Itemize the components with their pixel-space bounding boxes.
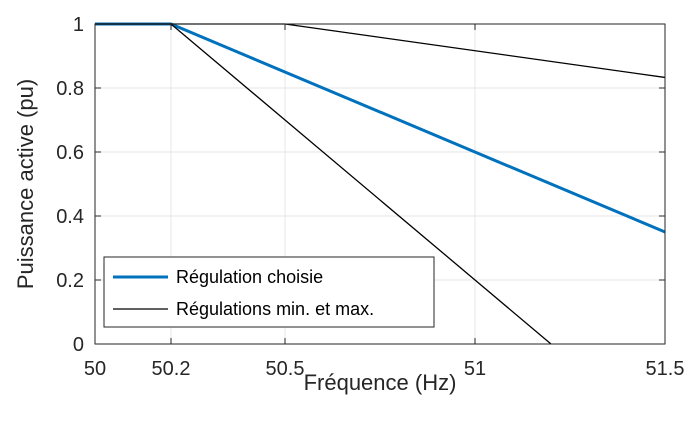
legend-label-chosen: Régulation choisie [176,267,323,287]
y-tick-label-3: 0.6 [56,142,84,164]
y-tick-label-4: 0.8 [56,78,84,100]
x-tick-label-4: 51.5 [646,358,685,380]
plot-frame [94,23,666,345]
legend-box [103,256,435,328]
y-axis: 0 0.2 0.4 0.6 0.8 1 [56,14,665,356]
x-tick-label-3: 51 [464,358,486,380]
legend: Régulation choisie Régulations min. et m… [103,256,435,328]
x-tick-label-1: 50.2 [152,358,191,380]
y-axis-label: Puissance active (pu) [13,79,38,289]
y-tick-label-5: 1 [73,14,84,36]
y-tick-label-2: 0.4 [56,206,84,228]
x-axis: 50 50.2 50.5 51 51.5 [84,24,685,380]
x-tick-label-2: 50.5 [266,358,305,380]
legend-label-min-max: Régulations min. et max. [176,299,374,319]
y-tick-label-1: 0.2 [56,270,84,292]
y-tick-label-0: 0 [73,334,84,356]
x-tick-label-0: 50 [84,358,106,380]
x-axis-label: Fréquence (Hz) [304,370,457,395]
